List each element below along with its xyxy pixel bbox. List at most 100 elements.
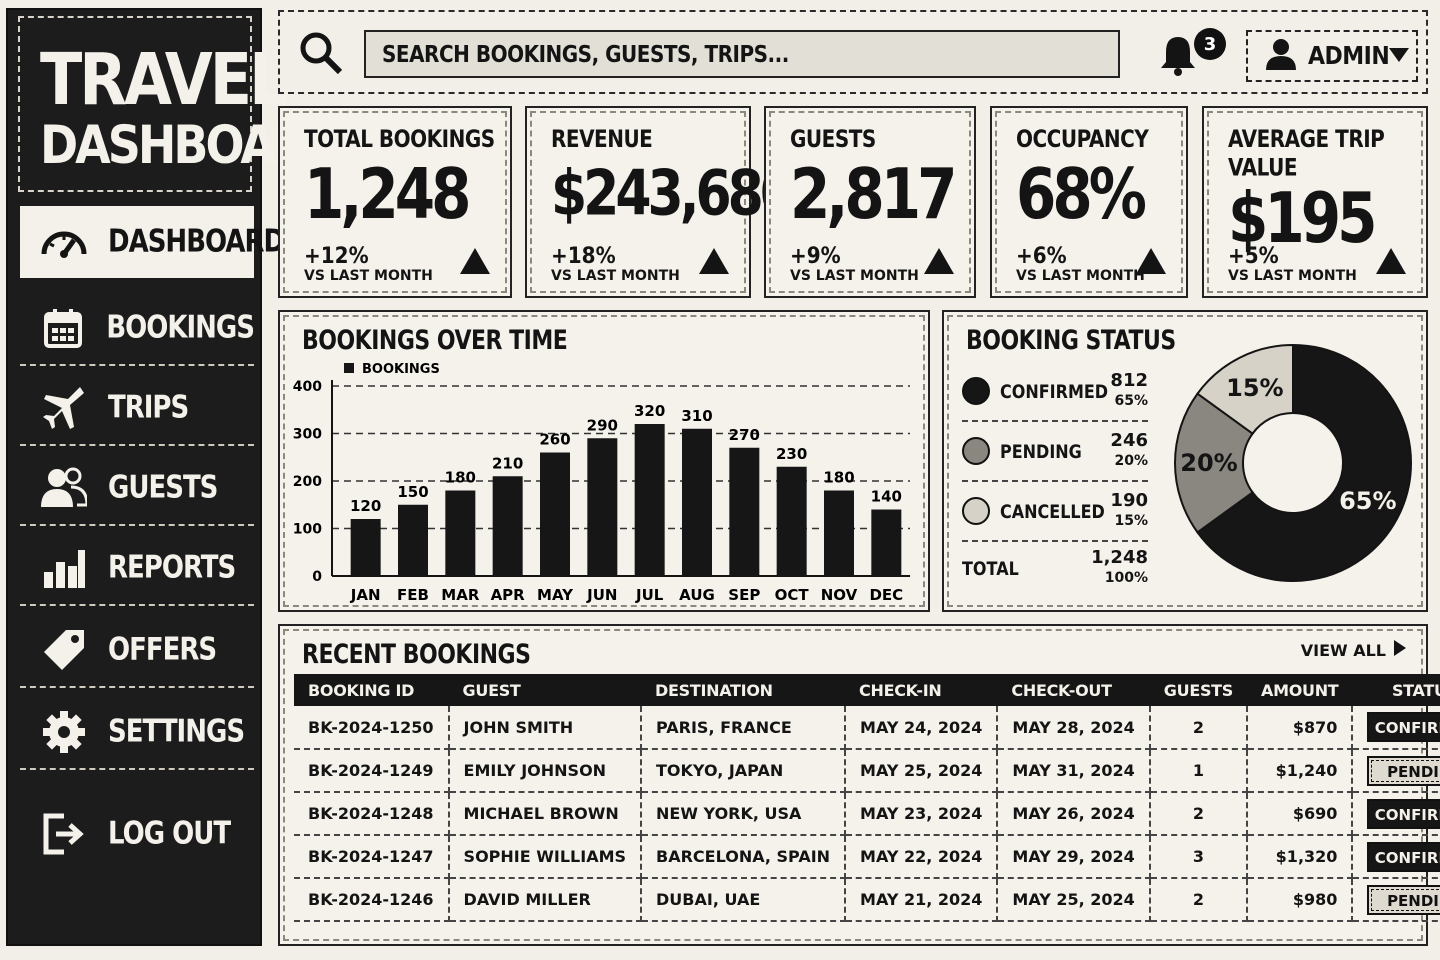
status-name: CANCELLED <box>1000 500 1105 522</box>
kpi-subtitle: VS LAST MONTH <box>551 268 680 284</box>
sidebar-item-label: DASHBOARD <box>108 224 285 260</box>
col-check-out[interactable]: CHECK-OUT <box>997 674 1150 706</box>
sidebar: TRAVEL DASHBOARD DASHBOARD BOOKINGS TRIP… <box>6 8 344 946</box>
kpi-card-guests: GUESTS 2,817 +9% VS LAST MONTH <box>764 106 976 298</box>
col-status[interactable]: STATUS <box>1352 674 1440 706</box>
kpi-card-average-trip-value: AVERAGE TRIP VALUE $195 +5% VS LAST MONT… <box>1202 106 1428 298</box>
guests-cell: 1 <box>1149 749 1249 793</box>
kpi-delta: +6% <box>1016 242 1067 269</box>
status-cell: PENDING <box>1352 878 1440 922</box>
search-placeholder: SEARCH BOOKINGS, GUESTS, TRIPS... <box>382 40 789 68</box>
table-row[interactable]: BK-2024-1249 EMILY JOHNSON TOKYO, JAPAN MAY… <box>294 749 1440 793</box>
x-tick-label: AUG <box>679 586 715 604</box>
donut-slice-cancelled <box>1196 343 1294 436</box>
bar <box>871 509 902 576</box>
tag-icon <box>40 628 88 672</box>
status-total-count: 1,248 <box>1091 547 1148 568</box>
status-count: 190 <box>1110 490 1148 511</box>
status-badge: CONFIRMED <box>1367 798 1440 829</box>
sidebar-item-reports[interactable]: REPORTS <box>20 532 254 606</box>
amount-cell: $690 <box>1247 792 1354 836</box>
amount-cell: $980 <box>1247 878 1354 922</box>
donut-label: 65% <box>1339 487 1396 515</box>
booking-status-panel: BOOKING STATUS CONFIRMED 812 65% PENDING … <box>942 310 1428 612</box>
table-header-row: BOOKING ID GUEST DESTINATION CHECK-IN CH… <box>294 674 1440 706</box>
guest-cell: SOPHIE WILLIAMS <box>448 835 643 879</box>
sidebar-item-guests[interactable]: GUESTS <box>20 452 254 526</box>
search-icon[interactable] <box>298 30 344 80</box>
amount-cell: $1,320 <box>1247 835 1354 879</box>
booking-id-cell: BK-2024-1248 <box>294 792 450 836</box>
table-row[interactable]: BK-2024-1247 SOPHIE WILLIAMS BARCELONA, SP… <box>294 835 1440 879</box>
table-row[interactable]: BK-2024-1248 MICHAEL BROWN NEW YORK, USA MA… <box>294 792 1440 836</box>
cancelled-swatch <box>962 497 990 525</box>
col-booking-id[interactable]: BOOKING ID <box>294 674 449 706</box>
gear-icon <box>40 710 88 754</box>
table-row[interactable]: BK-2024-1246 DAVID MILLER DUBAI, UAE MAY 21… <box>294 878 1440 922</box>
bar <box>350 519 381 576</box>
sidebar-item-label: LOG OUT <box>108 816 231 852</box>
bell-icon[interactable] <box>1160 34 1196 80</box>
sidebar-item-bookings[interactable]: BOOKINGS <box>20 292 255 366</box>
check-in-cell: MAY 24, 2024 <box>845 706 999 750</box>
destination-cell: DUBAI, UAE <box>641 878 847 922</box>
donut-slice-pending <box>1174 392 1254 534</box>
col-check-in[interactable]: CHECK-IN <box>845 674 998 706</box>
kpi-card-occupancy: OCCUPANCY 68% +6% VS LAST MONTH <box>990 106 1188 298</box>
sidebar-item-logout[interactable]: LOG OUT <box>20 794 254 874</box>
donut-slice-confirmed <box>1196 343 1412 582</box>
sidebar-item-settings[interactable]: SETTINGS <box>20 696 254 770</box>
search-input[interactable]: SEARCH BOOKINGS, GUESTS, TRIPS... <box>364 30 1120 78</box>
sidebar-item-label: TRIPS <box>108 390 189 426</box>
status-name: CONFIRMED <box>1000 380 1109 402</box>
user-menu[interactable]: ADMIN <box>1246 30 1418 82</box>
bar-value-label: 320 <box>634 402 665 420</box>
x-tick-label: MAR <box>441 586 480 604</box>
guest-cell: MICHAEL BROWN <box>448 792 643 836</box>
table-row[interactable]: BK-2024-1250 JOHN SMITH PARIS, FRANCE MAY 2… <box>294 706 1440 750</box>
col-amount[interactable]: AMOUNT <box>1247 674 1353 706</box>
x-tick-label: JUN <box>586 586 617 604</box>
view-all-label: VIEW ALL <box>1300 640 1386 660</box>
app-title-line1: TRAVEL <box>40 37 289 122</box>
kpi-title: OCCUPANCY <box>1016 124 1149 153</box>
check-out-cell: MAY 31, 2024 <box>997 749 1151 793</box>
x-tick-label: MAY <box>537 586 574 604</box>
status-total-pct: 100% <box>1104 570 1148 586</box>
sidebar-item-trips[interactable]: TRIPS <box>20 372 254 446</box>
bookings-chart-title: BOOKINGS OVER TIME <box>302 326 568 356</box>
trend-up-icon <box>1136 248 1166 278</box>
kpi-value: $243,680 <box>551 158 796 230</box>
sidebar-item-offers[interactable]: OFFERS <box>20 614 254 688</box>
gauge-icon <box>40 220 88 264</box>
col-guests[interactable]: GUESTS <box>1149 674 1248 706</box>
kpi-subtitle: VS LAST MONTH <box>790 268 919 284</box>
kpi-delta: +12% <box>304 242 369 269</box>
bar-value-label: 140 <box>871 488 902 506</box>
bar-value-label: 210 <box>492 454 523 472</box>
donut-label: 20% <box>1180 449 1237 477</box>
bar-value-label: 180 <box>445 469 476 487</box>
kpi-value: $195 <box>1228 177 1377 259</box>
app-title-line2: DASHBOARD <box>40 113 344 176</box>
play-arrow-icon <box>1394 640 1406 660</box>
status-name: PENDING <box>1000 440 1082 462</box>
kpi-delta: +18% <box>551 242 616 269</box>
bar <box>398 504 428 576</box>
status-pct: 65% <box>1114 393 1148 409</box>
kpi-delta: +9% <box>790 242 841 269</box>
booking-status-donut: 65% 20% 15% <box>1174 343 1412 582</box>
recent-bookings-panel: RECENT BOOKINGS VIEW ALL BOOKING ID GUES… <box>278 624 1440 946</box>
bar-value-label: 180 <box>823 469 854 487</box>
y-tick-label: 0 <box>312 569 322 585</box>
status-pct: 15% <box>1114 513 1148 529</box>
bar-value-label: 230 <box>776 445 807 463</box>
guest-cell: JOHN SMITH <box>448 706 643 750</box>
status-row-cancelled: CANCELLED 190 15% <box>962 482 1148 542</box>
bookings-bar-chart: BOOKINGS 0 100 200 300 400 120 JAN 150 FEB 180 MAR 2… <box>293 362 910 604</box>
x-tick-label: FEB <box>397 586 429 604</box>
sidebar-item-dashboard[interactable]: DASHBOARD <box>20 206 285 278</box>
view-all-link[interactable]: VIEW ALL <box>1301 640 1406 660</box>
col-destination[interactable]: DESTINATION <box>641 674 846 706</box>
col-guest[interactable]: GUEST <box>448 674 642 706</box>
